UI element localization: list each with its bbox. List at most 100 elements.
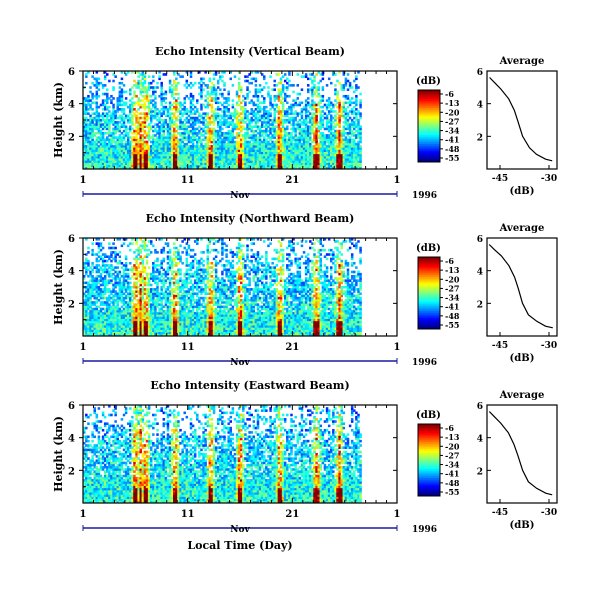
heatmap-cell (101, 316, 105, 319)
heatmap-cell (91, 138, 94, 142)
heatmap-cell (116, 314, 119, 317)
heatmap-cell (106, 166, 109, 170)
heatmap-cell (129, 294, 132, 298)
heatmap-cell (256, 147, 260, 150)
heatmap-cell (120, 294, 124, 298)
heatmap-cell (210, 86, 214, 89)
heatmap-cell (85, 110, 88, 113)
heatmap-cell (189, 112, 193, 115)
heatmap-cell (348, 138, 352, 142)
heatmap-cell (288, 166, 291, 170)
heatmap-cell (189, 151, 193, 155)
heatmap-cell (258, 127, 262, 131)
heatmap-cell (206, 160, 209, 163)
heatmap-cell (137, 155, 140, 159)
heatmap-cell (313, 103, 316, 107)
heatmap-cell (237, 114, 241, 118)
heatmap-cell (137, 320, 140, 324)
heatmap-cell (114, 116, 117, 120)
heatmap-cell (101, 118, 105, 122)
heatmap-cell (149, 112, 153, 115)
heatmap-cell (342, 166, 346, 170)
heatmap-cell (181, 134, 184, 137)
heatmap-cell (198, 131, 201, 135)
heatmap-cell (99, 118, 103, 122)
heatmap-cell (340, 86, 343, 89)
heatmap-cell (229, 123, 233, 126)
heatmap-cell (323, 147, 327, 150)
heatmap-cell (321, 136, 325, 139)
heatmap-cell (214, 145, 218, 148)
heatmap-cell (112, 123, 115, 126)
heatmap-cell (120, 288, 124, 291)
heatmap-cell (152, 153, 155, 157)
heatmap-cell (311, 155, 314, 159)
heatmap-cell (296, 155, 300, 159)
heatmap-cell (229, 145, 233, 148)
heatmap-cell (338, 162, 341, 166)
heatmap-cell (141, 147, 145, 150)
heatmap-cell (91, 294, 94, 298)
heatmap-cell (108, 149, 111, 152)
heatmap-cell (93, 101, 96, 105)
heatmap-cell (179, 121, 182, 124)
heatmap-cell (129, 164, 132, 168)
heatmap-cell (340, 160, 343, 163)
heatmap-cell (267, 142, 270, 146)
heatmap-cell (106, 305, 109, 309)
heatmap-cell (103, 71, 107, 74)
heatmap-cell (206, 114, 209, 118)
heatmap-cell (175, 88, 178, 91)
heatmap-cell (342, 138, 346, 142)
heatmap-cell (240, 147, 243, 150)
heatmap-cell (147, 129, 151, 133)
heatmap-cell (101, 264, 105, 267)
heatmap-cell (277, 110, 281, 113)
heatmap-cell (271, 118, 274, 122)
heatmap-cell (126, 136, 130, 139)
heatmap-cell (131, 131, 134, 135)
heatmap-cell (85, 259, 88, 263)
heatmap-cell (154, 138, 157, 142)
heatmap-cell (124, 303, 128, 306)
heatmap-cell (346, 125, 350, 129)
heatmap-cell (91, 94, 94, 98)
heatmap-cell (208, 155, 212, 159)
heatmap-cell (187, 166, 191, 170)
heatmap-cell (227, 140, 230, 144)
heatmap-cell (137, 264, 140, 267)
heatmap-cell (106, 312, 109, 315)
heatmap-cell (183, 127, 186, 131)
heatmap-cell (327, 112, 331, 115)
heatmap-cell (103, 138, 107, 142)
heatmap-cell (309, 88, 312, 91)
heatmap-cell (158, 127, 161, 131)
heatmap-cell (112, 251, 115, 254)
heatmap-cell (93, 322, 96, 326)
heatmap-cell (350, 151, 354, 155)
heatmap-cell (338, 160, 341, 163)
heatmap-cell (122, 142, 126, 146)
heatmap-cell (91, 155, 94, 159)
heatmap-cell (93, 329, 96, 333)
heatmap-cell (112, 309, 115, 313)
heatmap-cell (327, 140, 331, 144)
heatmap-cell (83, 140, 86, 144)
heatmap-cell (137, 129, 140, 133)
heatmap-cell (110, 166, 113, 170)
heatmap-cell (120, 290, 124, 293)
heatmap-cell (139, 333, 143, 337)
heatmap-cell (281, 108, 285, 111)
heatmap-cell (91, 134, 94, 137)
heatmap-cell (110, 290, 113, 293)
heatmap-cell (89, 305, 92, 309)
heatmap-cell (336, 166, 339, 170)
heatmap-cell (95, 275, 99, 278)
heatmap-cell (258, 155, 262, 159)
heatmap-cell (106, 125, 109, 129)
heatmap-cell (185, 71, 189, 74)
heatmap-cell (344, 77, 348, 81)
heatmap-cell (263, 162, 266, 166)
heatmap-cell (323, 158, 327, 161)
heatmap-cell (131, 305, 134, 309)
